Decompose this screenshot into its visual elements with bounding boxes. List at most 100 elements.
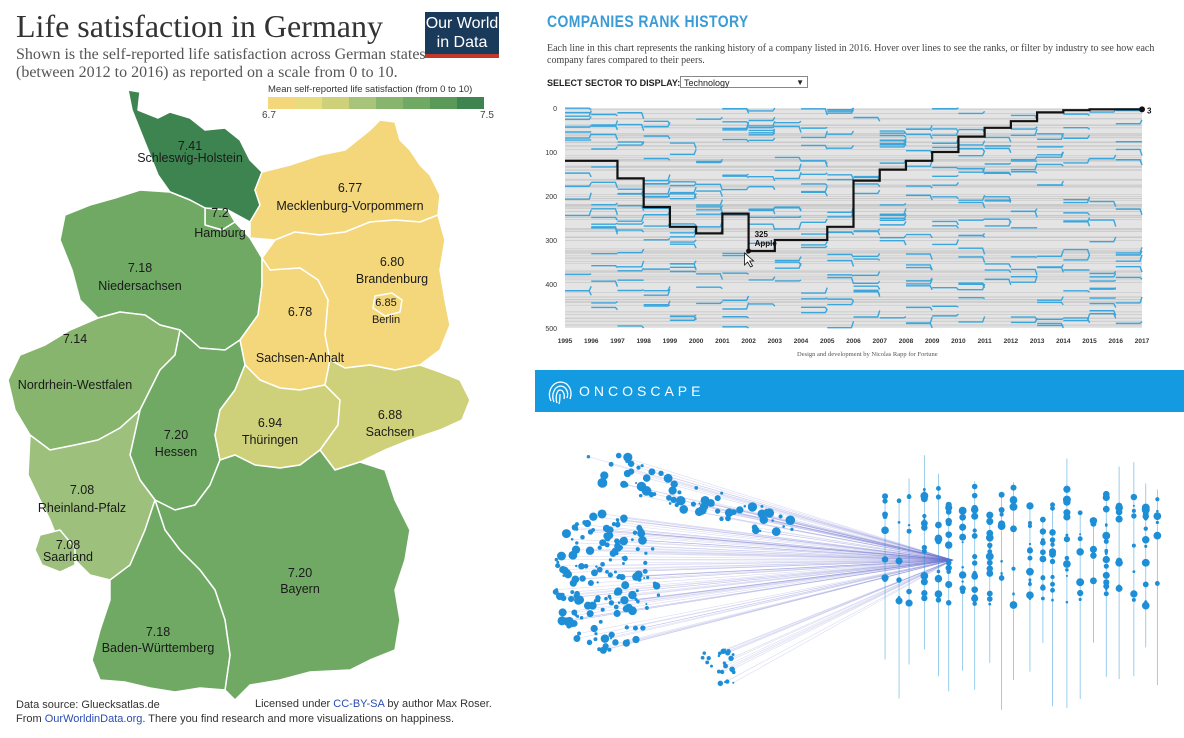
network-node[interactable] bbox=[652, 492, 657, 496]
sector-line[interactable] bbox=[696, 183, 724, 191]
network-node[interactable] bbox=[586, 639, 593, 646]
sector-line[interactable] bbox=[905, 285, 933, 291]
sector-line[interactable] bbox=[565, 192, 592, 200]
network-node[interactable] bbox=[743, 504, 747, 508]
network-node[interactable] bbox=[961, 580, 964, 583]
sector-line[interactable] bbox=[669, 239, 697, 243]
network-node[interactable] bbox=[1065, 533, 1069, 537]
sector-line[interactable] bbox=[827, 274, 854, 277]
network-node[interactable] bbox=[1102, 571, 1110, 579]
network-node[interactable] bbox=[554, 557, 559, 562]
network-node[interactable] bbox=[1000, 571, 1003, 575]
network-node[interactable] bbox=[1065, 568, 1069, 572]
network-node[interactable] bbox=[602, 524, 611, 533]
sector-line[interactable] bbox=[643, 187, 671, 195]
sector-line[interactable] bbox=[643, 180, 671, 185]
sector-line[interactable] bbox=[958, 247, 986, 255]
network-node[interactable] bbox=[594, 632, 598, 636]
network-node[interactable] bbox=[896, 577, 902, 583]
sector-line[interactable] bbox=[905, 266, 933, 271]
sector-line[interactable] bbox=[696, 300, 723, 305]
sector-line[interactable] bbox=[879, 234, 907, 239]
network-node[interactable] bbox=[561, 529, 571, 539]
network-node[interactable] bbox=[1012, 487, 1015, 491]
network-node[interactable] bbox=[608, 596, 612, 600]
sector-line[interactable] bbox=[643, 174, 671, 182]
sector-line[interactable] bbox=[722, 121, 750, 125]
network-node[interactable] bbox=[720, 491, 724, 495]
network-node[interactable] bbox=[922, 574, 926, 578]
network-node[interactable] bbox=[1102, 505, 1110, 513]
network-node[interactable] bbox=[934, 535, 943, 544]
network-node[interactable] bbox=[574, 613, 578, 617]
sector-line[interactable] bbox=[617, 289, 644, 292]
sector-line[interactable] bbox=[669, 181, 697, 184]
network-node[interactable] bbox=[1130, 493, 1138, 501]
network-node[interactable] bbox=[571, 524, 578, 531]
sector-line[interactable] bbox=[643, 193, 671, 198]
network-node[interactable] bbox=[600, 607, 605, 612]
network-node[interactable] bbox=[597, 509, 607, 519]
network-node[interactable] bbox=[921, 595, 928, 602]
sector-line[interactable] bbox=[774, 171, 802, 180]
fingerprint-icon[interactable] bbox=[543, 375, 577, 409]
network-node[interactable] bbox=[881, 556, 889, 563]
network-node[interactable] bbox=[1028, 542, 1032, 546]
sector-line[interactable] bbox=[1010, 155, 1038, 161]
sector-line[interactable] bbox=[958, 283, 986, 289]
network-node[interactable] bbox=[1028, 597, 1032, 601]
sector-line[interactable] bbox=[1063, 113, 1090, 117]
network-node[interactable] bbox=[556, 560, 560, 564]
sector-line[interactable] bbox=[905, 194, 933, 201]
sector-line[interactable] bbox=[617, 325, 645, 329]
network-node[interactable] bbox=[1141, 601, 1150, 610]
sector-line[interactable] bbox=[669, 149, 697, 156]
sector-line[interactable] bbox=[905, 133, 933, 140]
network-node[interactable] bbox=[593, 637, 598, 642]
network-node[interactable] bbox=[921, 544, 928, 551]
sector-line[interactable] bbox=[958, 201, 986, 209]
network-node[interactable] bbox=[670, 496, 677, 504]
network-node[interactable] bbox=[907, 523, 911, 527]
network-node[interactable] bbox=[619, 536, 628, 546]
network-node[interactable] bbox=[736, 506, 744, 514]
network-node[interactable] bbox=[934, 574, 943, 583]
sector-line[interactable] bbox=[958, 218, 985, 221]
network-node[interactable] bbox=[945, 560, 952, 566]
network-node[interactable] bbox=[596, 581, 599, 584]
sector-line[interactable] bbox=[853, 253, 881, 257]
network-node[interactable] bbox=[573, 635, 581, 642]
network-node[interactable] bbox=[568, 550, 578, 560]
sector-line[interactable] bbox=[591, 227, 619, 235]
tooltip-point[interactable] bbox=[746, 248, 752, 254]
sector-line[interactable] bbox=[853, 310, 881, 318]
sector-line[interactable] bbox=[643, 237, 671, 241]
sector-line[interactable] bbox=[801, 287, 828, 294]
sector-line[interactable] bbox=[958, 140, 986, 146]
sector-line[interactable] bbox=[905, 278, 933, 285]
network-node[interactable] bbox=[1102, 531, 1111, 540]
network-node[interactable] bbox=[604, 535, 611, 542]
network-node[interactable] bbox=[1143, 526, 1148, 531]
sector-line[interactable] bbox=[827, 174, 855, 181]
network-node[interactable] bbox=[646, 575, 650, 580]
network-node[interactable] bbox=[574, 596, 583, 605]
sector-line[interactable] bbox=[853, 271, 881, 276]
network-node[interactable] bbox=[719, 516, 724, 522]
sector-line[interactable] bbox=[801, 160, 828, 165]
network-node[interactable] bbox=[935, 521, 942, 529]
network-node[interactable] bbox=[907, 530, 911, 533]
network-node[interactable] bbox=[986, 569, 994, 577]
sector-line[interactable] bbox=[643, 135, 671, 140]
network-node[interactable] bbox=[758, 529, 762, 533]
network-node[interactable] bbox=[728, 655, 734, 662]
network-node[interactable] bbox=[570, 590, 575, 595]
network-node[interactable] bbox=[644, 551, 648, 555]
network-node[interactable] bbox=[565, 616, 574, 626]
sector-line[interactable] bbox=[1089, 200, 1117, 207]
sector-line[interactable] bbox=[1063, 126, 1090, 130]
sector-line[interactable] bbox=[774, 120, 802, 124]
network-node[interactable] bbox=[706, 655, 711, 661]
network-node[interactable] bbox=[642, 474, 651, 482]
sector-line[interactable] bbox=[932, 182, 959, 186]
